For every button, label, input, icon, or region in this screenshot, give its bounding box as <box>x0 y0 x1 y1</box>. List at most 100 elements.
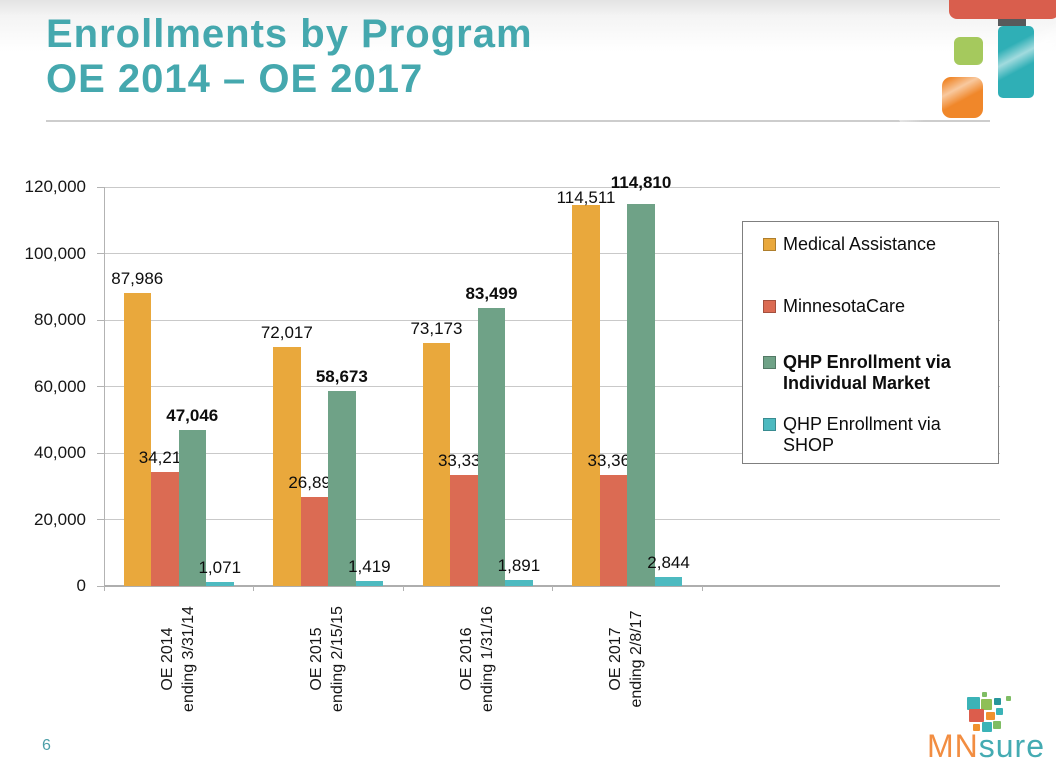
x-axis-tick <box>103 586 105 591</box>
bar-s2-c2 <box>477 308 506 586</box>
bar-s1-c1 <box>300 496 329 586</box>
page-number: 6 <box>42 737 51 754</box>
logo-square <box>996 708 1003 715</box>
x-axis-category-label: OE 2017 ending 2/8/17 <box>607 610 646 708</box>
logo-square <box>973 724 980 731</box>
logo-square <box>982 722 992 732</box>
bar-label-s3-c1: 1,419 <box>348 557 391 577</box>
page-title-line2: OE 2014 – OE 2017 <box>46 57 424 102</box>
corner-decoration <box>892 0 1056 140</box>
legend-swatch-icon <box>763 418 776 431</box>
y-axis-label: 20,000 <box>34 509 86 529</box>
bar-s0-c2 <box>422 342 451 586</box>
y-axis-label: 40,000 <box>34 443 86 462</box>
mnsure-wordmark-sure: sure <box>978 728 1045 764</box>
logo-square <box>969 709 984 722</box>
legend-item-4: QHP Enrollment via SHOP <box>763 414 992 456</box>
deco-gray-chip <box>998 19 1026 26</box>
y-axis-line <box>103 187 105 586</box>
y-axis-tick <box>96 585 104 587</box>
bar-s3-c0 <box>206 582 234 586</box>
x-axis-category-label: OE 2016 ending 1/31/16 <box>457 606 496 712</box>
bar-label-s0-c0: 87,986 <box>111 269 164 289</box>
y-axis-label: 100,000 <box>24 243 86 263</box>
bar-label-s3-c3: 2,844 <box>647 552 690 572</box>
deco-red-tile <box>949 0 1056 19</box>
bar-label-s0-c2: 73,173 <box>410 318 463 338</box>
logo-square <box>1006 696 1011 701</box>
x-axis-tick <box>701 586 703 591</box>
bar-s0-c3 <box>572 205 600 586</box>
x-axis-line <box>103 585 1000 587</box>
y-axis-label: 0 <box>76 576 86 595</box>
mnsure-logo: MNsure <box>920 688 1052 768</box>
gridline <box>103 386 1000 387</box>
legend-item-2: MinnesotaCare <box>763 296 992 317</box>
bar-label-s3-c0: 1,071 <box>198 558 242 578</box>
y-axis-tick <box>96 319 104 321</box>
y-axis-label: 120,000 <box>24 177 86 196</box>
y-axis-label: 60,000 <box>34 376 86 396</box>
legend-swatch-icon <box>763 356 776 369</box>
gridline <box>103 319 1000 321</box>
page-title-line1: Enrollments by Program <box>46 12 533 56</box>
bar-s1-c2 <box>450 475 478 586</box>
legend-swatch-icon <box>763 238 776 251</box>
y-axis-tick <box>96 253 104 254</box>
y-axis-tick <box>96 452 104 454</box>
logo-square <box>994 698 1001 705</box>
bar-label-s1-c0: 34,219 <box>138 448 191 468</box>
gridline <box>103 253 1000 254</box>
logo-square <box>981 699 992 710</box>
bar-label-s2-c1: 58,673 <box>315 366 368 386</box>
legend-item-3: QHP Enrollment via Individual Market <box>763 352 992 394</box>
bar-s2-c1 <box>328 390 356 586</box>
logo-square <box>967 697 980 710</box>
x-axis-category-label: OE 2015 ending 2/15/15 <box>308 606 347 712</box>
mnsure-logo-mark <box>920 688 1052 732</box>
legend-label: MinnesotaCare <box>783 296 906 316</box>
x-axis-tick <box>253 586 255 591</box>
title-divider <box>46 120 990 122</box>
bar-s3-c1 <box>355 581 384 586</box>
mnsure-wordmark-mn: MN <box>926 728 979 764</box>
bar-label-s1-c3: 33,369 <box>587 451 640 471</box>
bar-s1-c3 <box>599 475 628 586</box>
gridline <box>103 452 1000 454</box>
bar-label-s3-c2: 1,891 <box>497 555 541 575</box>
bar-label-s2-c3: 114,810 <box>610 173 672 193</box>
legend-label: QHP Enrollment via Individual Market <box>783 352 951 393</box>
bar-label-s2-c2: 83,499 <box>465 284 518 304</box>
bar-s3-c2 <box>505 579 533 586</box>
mnsure-wordmark: MNsure <box>920 728 1052 765</box>
bar-label-s2-c0: 47,046 <box>166 405 219 425</box>
chart-legend: Medical Assistance MinnesotaCare QHP Enrol… <box>742 221 999 464</box>
x-axis-tick <box>552 586 554 591</box>
bar-s3-c3 <box>654 576 683 586</box>
bar-label-s0-c3: 114,511 <box>556 188 616 208</box>
y-axis-tick <box>96 519 104 520</box>
legend-label: QHP Enrollment via SHOP <box>783 414 941 455</box>
y-axis-label: 80,000 <box>34 310 86 329</box>
logo-square <box>993 721 1001 729</box>
bar-s2-c3 <box>627 204 655 586</box>
legend-label: Medical Assistance <box>783 234 937 254</box>
bar-label-s0-c1: 72,017 <box>260 322 313 342</box>
bar-s0-c0 <box>123 293 151 586</box>
logo-square <box>986 712 995 720</box>
legend-item-1: Medical Assistance <box>763 234 992 255</box>
bar-label-s1-c2: 33,333 <box>437 451 490 471</box>
x-axis-category-label: OE 2014 ending 3/31/14 <box>158 606 197 712</box>
bar-s0-c1 <box>273 346 301 586</box>
y-axis-tick <box>96 186 104 188</box>
deco-green-tile <box>954 37 983 65</box>
logo-square <box>982 692 987 697</box>
x-axis-tick <box>402 586 404 591</box>
page-title: Enrollments by Program OE 2014 – OE 2017 <box>46 12 533 102</box>
bar-label-s1-c1: 26,891 <box>288 472 341 492</box>
gridline <box>103 519 1000 520</box>
gridline <box>103 186 1000 188</box>
bar-s2-c0 <box>178 429 206 586</box>
